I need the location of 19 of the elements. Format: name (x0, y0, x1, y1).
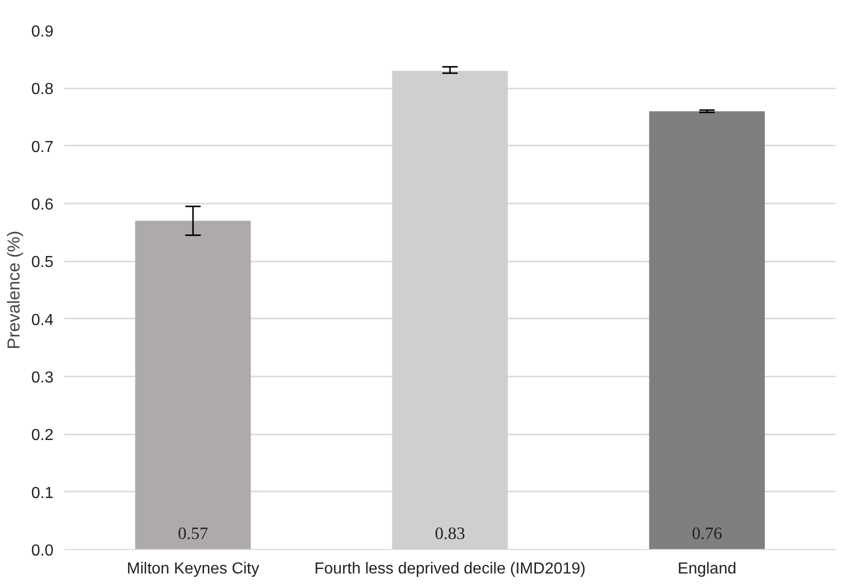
x-tick-label: Fourth less deprived decile (IMD2019) (314, 560, 586, 578)
y-tick-label: 0.7 (31, 138, 54, 156)
y-tick-label: 0.5 (31, 254, 54, 272)
y-tick-label: 0.2 (31, 427, 54, 444)
bar (135, 220, 251, 550)
x-tick-label: England (678, 560, 736, 578)
y-tick-label: 0.6 (31, 196, 54, 214)
y-tick-label: 0.9 (31, 24, 54, 40)
y-axis-title: Prevalence (%) (3, 230, 24, 350)
y-tick-label: 0.1 (31, 484, 54, 502)
data-label: 0.83 (434, 524, 466, 544)
bar (649, 111, 765, 550)
x-tick-label: Milton Keynes City (126, 560, 260, 578)
y-tick-label: 0.3 (31, 370, 54, 386)
data-label: 0.76 (692, 524, 722, 544)
data-label: 0.57 (178, 524, 208, 544)
y-tick-label: 0.4 (31, 312, 54, 329)
y-tick-label: 0.0 (31, 542, 54, 560)
y-tick-label: 0.8 (31, 81, 54, 98)
